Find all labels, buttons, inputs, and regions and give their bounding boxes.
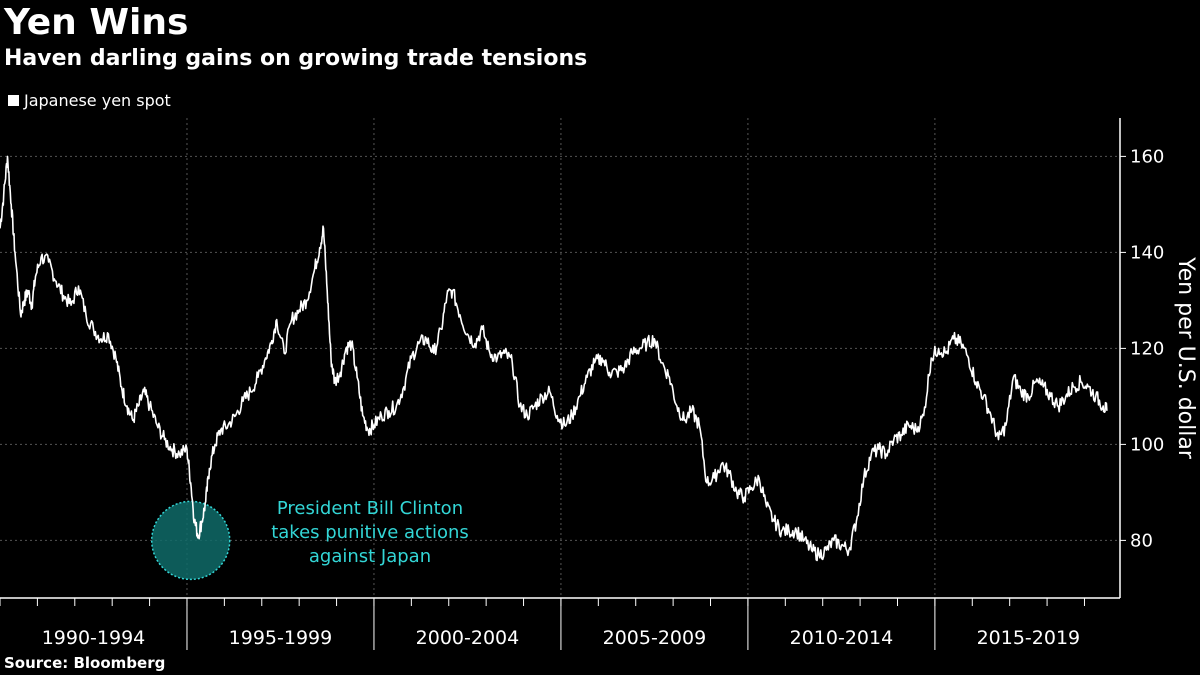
x-category-label: 1995-1999 [229, 627, 333, 649]
x-category-label: 2005-2009 [603, 627, 707, 649]
y-tick-label: 80 [1130, 530, 1153, 551]
chart-subtitle: Haven darling gains on growing trade ten… [4, 46, 588, 71]
legend-swatch [8, 95, 19, 106]
x-category-label: 2000-2004 [416, 627, 520, 649]
y-tick-label: 140 [1130, 242, 1164, 263]
y-tick-label: 120 [1130, 338, 1164, 359]
legend-label: Japanese yen spot [24, 91, 171, 110]
annotation-text: takes punitive actions [271, 522, 469, 543]
y-tick-label: 100 [1130, 434, 1164, 455]
annotation-text: President Bill Clinton [277, 498, 463, 519]
annotation-text: against Japan [309, 546, 431, 567]
x-category-label: 2010-2014 [790, 627, 894, 649]
x-category-label: 1990-1994 [42, 627, 146, 649]
legend: Japanese yen spot [8, 91, 171, 110]
chart-title: Yen Wins [4, 2, 189, 43]
x-category-label: 2015-2019 [977, 627, 1081, 649]
source-note: Source: Bloomberg [4, 654, 166, 672]
y-tick-label: 160 [1130, 146, 1164, 167]
series-line [0, 155, 1108, 562]
annotation-highlight [150, 500, 231, 581]
y-axis-label: Yen per U.S. dollar [1173, 256, 1198, 460]
